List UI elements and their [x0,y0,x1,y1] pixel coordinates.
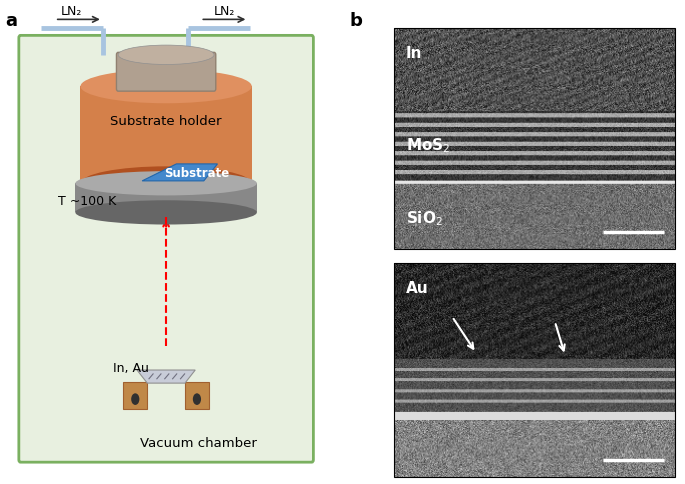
Ellipse shape [118,46,214,65]
Bar [80,87,251,184]
Text: In, Au: In, Au [113,362,149,374]
Bar [394,264,675,477]
FancyBboxPatch shape [18,36,313,462]
Bar [123,382,147,409]
Text: LN₂: LN₂ [61,5,83,18]
Circle shape [193,393,201,405]
Polygon shape [142,165,217,182]
Polygon shape [137,370,195,383]
Bar [75,184,257,213]
Text: Vacuum chamber: Vacuum chamber [140,437,257,449]
Text: LN₂: LN₂ [214,5,235,18]
Ellipse shape [75,172,257,196]
Text: SiO$_2$: SiO$_2$ [406,209,443,227]
Circle shape [132,393,139,405]
FancyBboxPatch shape [116,53,216,92]
Ellipse shape [80,70,251,104]
Ellipse shape [75,201,257,225]
Text: T ~100 K: T ~100 K [58,195,116,207]
Text: Au: Au [406,281,429,296]
Text: b: b [349,12,362,30]
Text: Substrate holder: Substrate holder [110,115,222,127]
Text: MoS$_2$: MoS$_2$ [406,136,450,155]
Bar [394,29,675,249]
Text: Substrate: Substrate [164,166,229,179]
Text: a: a [5,12,17,30]
Ellipse shape [80,167,251,201]
Bar [185,382,209,409]
Text: In: In [406,46,423,61]
